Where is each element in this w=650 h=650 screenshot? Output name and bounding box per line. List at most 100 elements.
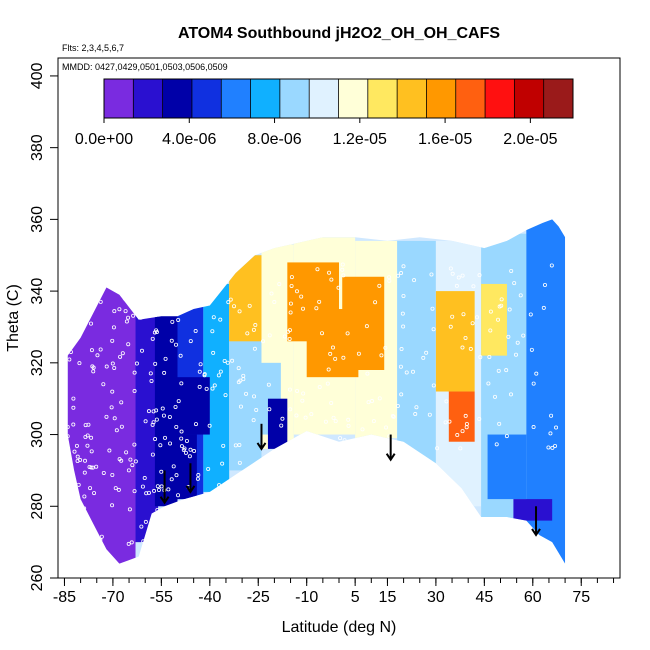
measurement-point — [252, 346, 257, 351]
measurement-point — [161, 534, 166, 539]
measurement-point — [531, 381, 536, 386]
measurement-point — [289, 283, 294, 288]
colorbar-segment — [367, 79, 398, 118]
colorbar-tick-label: 0.0e+00 — [75, 131, 133, 148]
measurement-point — [91, 369, 96, 374]
measurement-point — [488, 309, 493, 314]
y-tick-label: 260 — [29, 565, 46, 592]
measurement-point — [110, 472, 115, 477]
field-cell — [513, 499, 553, 521]
measurement-point — [151, 409, 156, 414]
measurement-point — [98, 546, 103, 551]
measurement-point — [124, 319, 129, 324]
measurement-point — [282, 334, 287, 339]
measurement-point — [412, 278, 417, 283]
measurement-point — [179, 381, 184, 386]
measurement-point — [179, 436, 184, 441]
measurement-point — [338, 436, 343, 441]
measurement-point — [294, 413, 299, 418]
measurement-point — [169, 338, 174, 343]
y-axis: 260 280 300 320 340 360 380 400 — [29, 62, 58, 591]
measurement-point — [193, 329, 198, 334]
measurement-point — [443, 420, 448, 425]
measurement-point — [170, 319, 175, 324]
measurement-point — [206, 466, 211, 471]
measurement-point — [294, 289, 299, 294]
measurement-point — [174, 424, 179, 429]
measurement-point — [249, 546, 254, 551]
measurement-point — [487, 354, 492, 359]
x-tick-label: 60 — [524, 589, 542, 606]
measurement-point — [81, 530, 86, 535]
measurement-point — [179, 429, 184, 434]
measurement-point — [153, 437, 158, 442]
y-tick-label: 300 — [29, 421, 46, 448]
measurement-point — [364, 324, 369, 329]
measurement-point — [301, 391, 306, 396]
x-tick-label: 75 — [572, 589, 590, 606]
measurement-point — [341, 355, 346, 360]
measurement-point — [77, 361, 82, 366]
measurement-point — [529, 347, 534, 352]
measurement-point — [143, 419, 148, 424]
measurement-point — [383, 345, 388, 350]
measurement-point — [139, 309, 144, 314]
measurement-point — [399, 392, 404, 397]
colorbar-tick-label: 2.0e-05 — [503, 131, 557, 148]
measurement-point — [251, 418, 256, 423]
measurement-point — [400, 311, 405, 316]
measurement-point — [396, 273, 401, 278]
measurement-point — [328, 351, 333, 356]
colorbar-segment — [338, 79, 369, 118]
measurement-point — [253, 323, 258, 328]
measurement-point — [315, 267, 320, 272]
arrow-marker — [531, 506, 541, 537]
measurement-point — [326, 367, 331, 372]
measurement-point — [188, 447, 193, 452]
measurement-point — [460, 273, 465, 278]
measurement-point — [83, 458, 88, 463]
measurement-point — [218, 317, 223, 322]
measurement-point — [98, 299, 103, 304]
measurement-point — [119, 400, 124, 405]
measurement-point — [112, 416, 117, 421]
measurement-point — [117, 307, 122, 312]
measurement-point — [230, 540, 235, 545]
measurement-point — [192, 545, 197, 550]
measurement-point — [431, 383, 436, 388]
x-axis: -85 -70 -55 -40 -25 -10 5 15 30 45 60 75 — [53, 578, 615, 606]
measurement-point — [226, 300, 231, 305]
arrow-head — [385, 453, 396, 462]
measurement-point — [82, 494, 87, 499]
measurement-point — [458, 446, 463, 451]
measurement-point — [89, 348, 94, 353]
measurement-point — [279, 423, 284, 428]
measurement-point — [448, 324, 453, 329]
measurement-point — [230, 358, 235, 363]
measurement-point — [132, 442, 137, 447]
measurement-point — [237, 460, 242, 465]
measurement-point — [534, 371, 539, 376]
measurement-point — [390, 413, 395, 418]
measurement-point — [167, 414, 172, 419]
measurement-point — [450, 271, 455, 276]
colorbar-segment — [191, 79, 222, 118]
measurement-point — [360, 427, 365, 432]
measurement-point — [91, 544, 96, 549]
measurement-point — [509, 392, 514, 397]
measurement-point — [317, 299, 322, 304]
measurement-point — [377, 283, 382, 288]
y-tick-label: 280 — [29, 493, 46, 520]
measurement-point — [159, 484, 164, 489]
y-tick-label: 360 — [29, 206, 46, 233]
measurement-point — [173, 404, 178, 409]
measurement-point — [160, 523, 165, 528]
measurement-point — [83, 435, 88, 440]
measurement-point — [133, 459, 138, 464]
field-cell — [135, 312, 159, 543]
measurement-point — [71, 396, 76, 401]
arrow-head — [531, 528, 541, 537]
measurement-point — [80, 326, 85, 331]
measurement-point — [151, 525, 156, 530]
